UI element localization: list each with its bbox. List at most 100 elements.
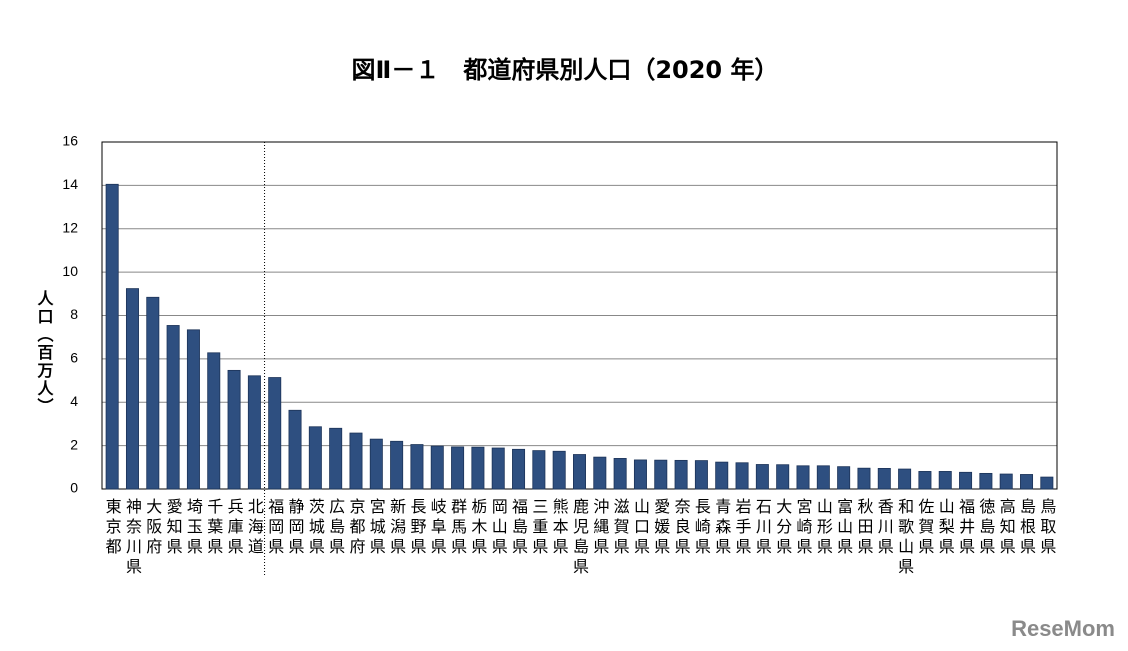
bar: [755, 464, 769, 490]
x-tick-label: 兵庫県: [225, 498, 244, 558]
y-tick-label: 0: [70, 480, 78, 496]
x-tick-label: 山口県: [631, 498, 650, 558]
x-tick-label: 鹿児島県: [570, 498, 589, 578]
x-tick-label: 香川県: [875, 498, 894, 558]
bar: [1040, 476, 1054, 490]
bar: [715, 461, 729, 490]
y-tick-label: 10: [62, 263, 78, 279]
x-tick-label: 三重県: [529, 498, 548, 558]
bar: [146, 296, 160, 490]
bar: [857, 467, 871, 490]
x-tick-label: 茨城県: [306, 498, 325, 558]
x-tick-label: 福井県: [956, 498, 975, 558]
x-tick-label: 新潟県: [387, 498, 406, 558]
bar: [369, 438, 383, 490]
x-tick-label: 富山県: [834, 498, 853, 558]
x-tick-label: 熊本県: [550, 498, 569, 558]
y-tick-label: 12: [62, 219, 78, 235]
x-tick-label: 岡山県: [489, 498, 508, 558]
x-tick-label: 神奈川県: [123, 498, 142, 578]
x-tick-label: 岩手県: [733, 498, 752, 558]
bar: [654, 459, 668, 490]
y-tick-label: 2: [70, 436, 78, 452]
x-tick-label: 大阪府: [143, 498, 162, 558]
x-tick-label: 大分県: [773, 498, 792, 558]
x-tick-label: 栃木県: [468, 498, 487, 558]
bar: [430, 445, 444, 490]
bar: [451, 446, 465, 490]
x-tick-label: 群馬県: [448, 498, 467, 558]
bar: [633, 459, 647, 490]
x-tick-label: 宮城県: [367, 498, 386, 558]
x-tick-label: 埼玉県: [184, 498, 203, 558]
bar: [776, 464, 790, 490]
bar: [207, 352, 221, 490]
bar: [613, 458, 627, 490]
bar: [898, 468, 912, 490]
bar: [979, 472, 993, 490]
x-tick-label: 宮崎県: [794, 498, 813, 558]
x-tick-label: 静岡県: [286, 498, 305, 558]
bar: [390, 440, 404, 490]
x-tick-label: 和歌山県: [895, 498, 914, 578]
bar: [837, 466, 851, 490]
bar: [552, 450, 566, 490]
x-tick-label: 福島県: [509, 498, 528, 558]
bar: [593, 456, 607, 490]
x-tick-label: 愛知県: [164, 498, 183, 558]
bar: [471, 446, 485, 490]
x-tick-label: 広島県: [326, 498, 345, 558]
bar: [105, 183, 119, 490]
x-tick-label: 山梨県: [936, 498, 955, 558]
bar: [349, 432, 363, 490]
bar: [410, 444, 424, 490]
y-tick-label: 4: [70, 393, 78, 409]
x-tick-label: 北海道: [245, 498, 264, 558]
bar: [125, 288, 139, 490]
x-tick-label: 徳島県: [976, 498, 995, 558]
x-tick-label: 鳥取県: [1037, 498, 1056, 558]
x-tick-label: 高知県: [997, 498, 1016, 558]
watermark: ReseMom: [1011, 616, 1115, 641]
x-tick-label: 愛媛県: [651, 498, 670, 558]
bar: [938, 471, 952, 490]
bar: [796, 465, 810, 490]
bar: [1020, 474, 1034, 490]
x-tick-label: 山形県: [814, 498, 833, 558]
bar: [227, 369, 241, 490]
x-tick-label: 東京都: [103, 498, 122, 558]
bar: [491, 447, 505, 490]
y-tick-label: 14: [62, 176, 78, 192]
bar: [735, 462, 749, 490]
bar: [694, 460, 708, 490]
bar: [816, 465, 830, 490]
y-axis-label: 人口（百万人）: [35, 290, 55, 416]
bar: [166, 325, 180, 490]
x-tick-label: 京都府: [346, 498, 365, 558]
x-tick-label: 岐阜県: [428, 498, 447, 558]
y-tick-label: 8: [70, 306, 78, 322]
y-tick-label: 6: [70, 350, 78, 366]
x-tick-label: 福岡県: [265, 498, 284, 558]
x-tick-label: 沖縄県: [590, 498, 609, 558]
bar: [959, 471, 973, 490]
bar: [674, 459, 688, 490]
chart-title: 図Ⅱ－１ 都道府県別人口（2020 年）: [352, 56, 779, 84]
bar: [512, 448, 526, 490]
bar: [288, 409, 302, 490]
x-tick-label: 千葉県: [204, 498, 223, 558]
x-tick-label: 長野県: [407, 498, 426, 558]
x-tick-label: 滋賀県: [611, 498, 630, 558]
bar: [268, 377, 282, 490]
x-tick-label: 佐賀県: [915, 498, 934, 558]
x-tick-label: 奈良県: [672, 498, 691, 558]
bar: [186, 329, 200, 490]
bar: [329, 427, 343, 490]
bar: [532, 450, 546, 490]
x-tick-label: 島根県: [1017, 498, 1036, 558]
bar: [918, 471, 932, 490]
x-tick-label: 秋田県: [854, 498, 873, 558]
y-tick-label: 16: [62, 133, 78, 149]
x-tick-label: 青森県: [712, 498, 731, 558]
